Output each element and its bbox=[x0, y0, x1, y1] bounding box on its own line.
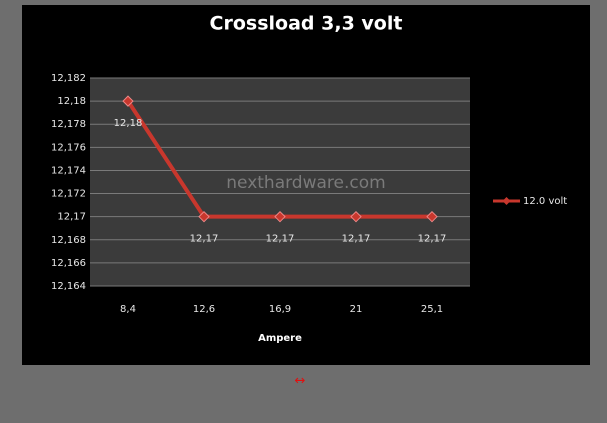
data-point bbox=[122, 95, 134, 107]
y-tick-label: 12,17 bbox=[57, 212, 86, 223]
x-tick-label: 25,1 bbox=[421, 304, 443, 315]
y-tick-label: 12,166 bbox=[51, 258, 86, 269]
y-tick-label: 12,164 bbox=[51, 281, 86, 292]
legend-label: 12.0 volt bbox=[523, 196, 567, 207]
data-label: 12,17 bbox=[418, 234, 447, 245]
data-point bbox=[274, 210, 286, 223]
data-point bbox=[198, 210, 210, 223]
data-point bbox=[350, 210, 362, 223]
y-tick-label: 12,18 bbox=[57, 96, 86, 107]
y-tick-label: 12,174 bbox=[51, 165, 86, 176]
y-tick-label: 12,168 bbox=[51, 235, 86, 246]
x-axis-label: Ampere bbox=[258, 333, 302, 344]
legend-marker bbox=[502, 197, 511, 205]
y-tick-label: 12,178 bbox=[51, 119, 86, 130]
x-tick-label: 21 bbox=[350, 304, 363, 315]
x-tick-label: 16,9 bbox=[269, 304, 291, 315]
x-tick-label: 8,4 bbox=[120, 304, 136, 315]
plot-area bbox=[90, 78, 470, 286]
data-point bbox=[426, 210, 438, 223]
x-tick-label: 12,6 bbox=[193, 304, 215, 315]
data-label: 12,17 bbox=[266, 234, 295, 245]
y-tick-label: 12,176 bbox=[51, 142, 86, 153]
data-label: 12,17 bbox=[342, 234, 371, 245]
y-tick-label: 12,182 bbox=[51, 73, 86, 84]
footer-icon: ↔ bbox=[295, 374, 306, 389]
y-tick-label: 12,172 bbox=[51, 189, 86, 200]
data-label: 12,17 bbox=[190, 234, 219, 245]
chart-title: Crossload 3,3 volt bbox=[210, 13, 403, 35]
data-label: 12,18 bbox=[114, 118, 143, 129]
watermark: nexthardware.com bbox=[226, 173, 385, 193]
